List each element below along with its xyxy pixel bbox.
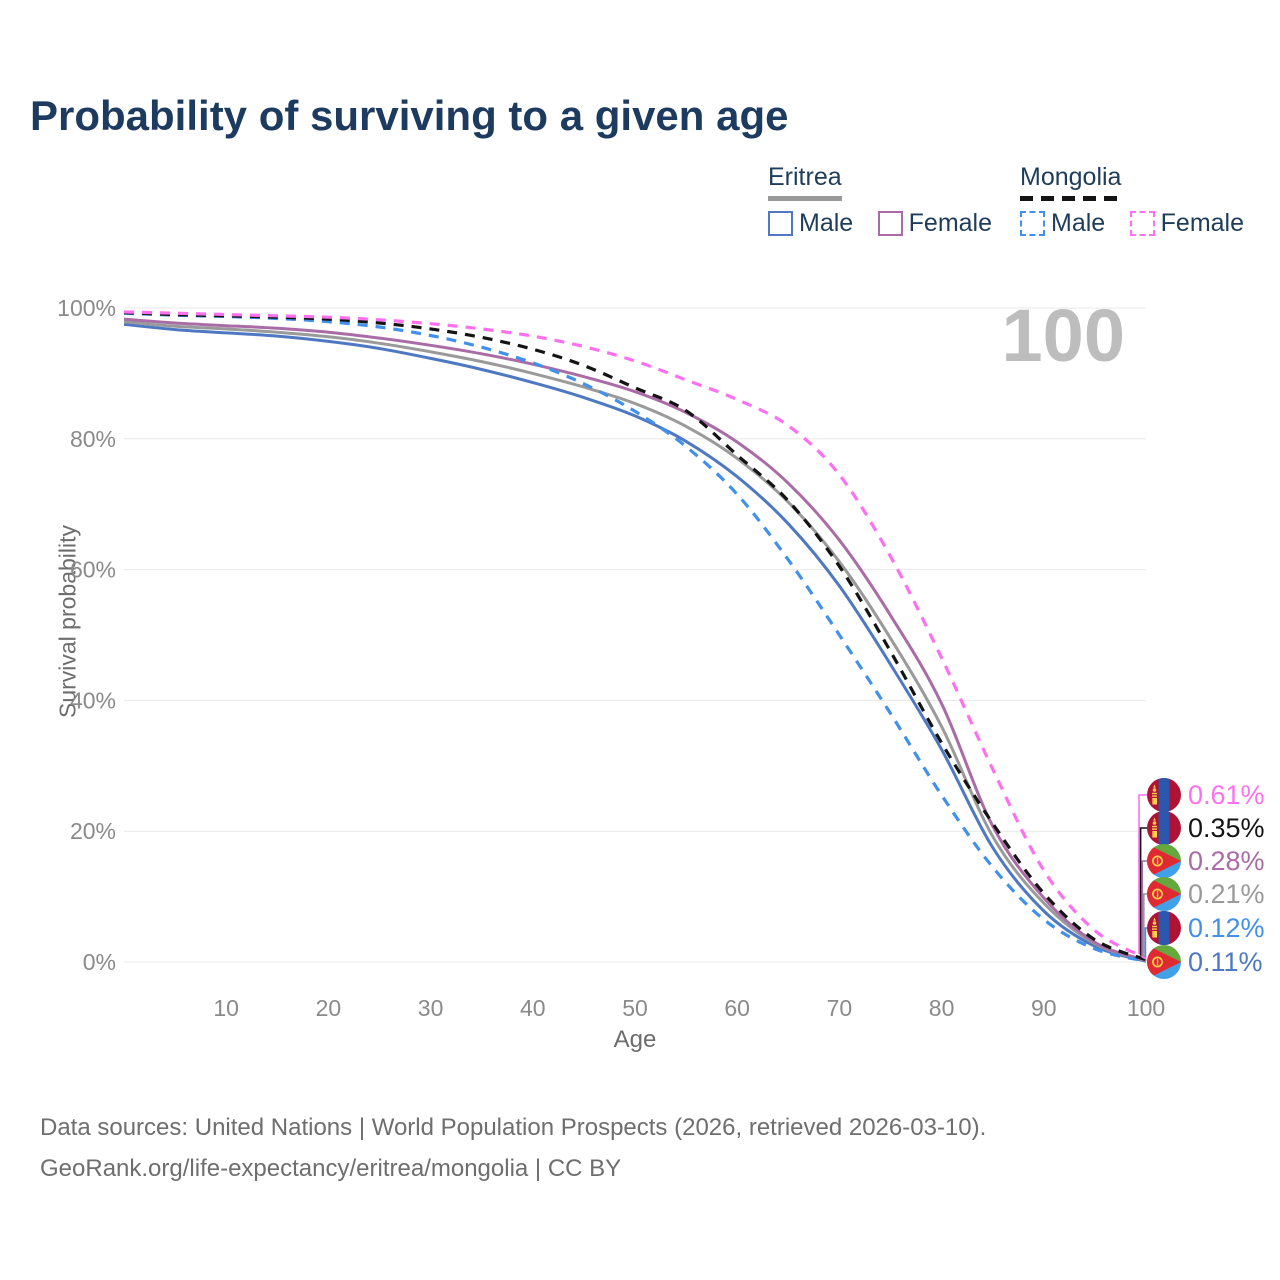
end-label-row-eritrea-both: 0.21% [1147,877,1265,911]
legend-label-mongolia-female: Female [1160,209,1245,237]
end-label-row-eritrea-male: 0.11% [1147,945,1263,979]
footer-data-sources: Data sources: United Nations | World Pop… [40,1114,987,1141]
end-label-value: 0.12% [1188,912,1265,943]
eritrea-flag-icon [1147,844,1181,878]
y-axis-title: Survival probability [54,524,81,719]
x-tick-label: 30 [418,995,444,1021]
footer-link: GeoRank.org/life-expectancy/eritrea/mong… [40,1155,622,1182]
legend-item-mongolia-female[interactable]: Female [1129,209,1245,238]
mongolia-line-sample [1020,196,1122,201]
x-tick-label: 50 [622,995,648,1021]
x-tick-label: 80 [929,995,955,1021]
page-title: Probability of surviving to a given age [30,92,789,139]
end-label-value: 0.21% [1188,878,1265,909]
eritrea-flag-icon [1147,877,1181,911]
age-100-annotation: 100 [1001,294,1125,377]
eritrea-flag-icon [1147,945,1181,979]
end-label-connector [1138,794,1147,955]
end-label-value: 0.11% [1188,946,1263,977]
legend-label-eritrea-male: Male [799,209,854,237]
footer: Data sources: United Nations | World Pop… [40,1107,986,1189]
eritrea-line-sample [768,196,842,201]
y-tick-label: 0% [83,949,116,975]
x-tick-label: 10 [213,995,239,1021]
end-label-value: 0.61% [1188,779,1265,810]
series-line-eritrea-male [123,322,1147,963]
series-line-eritrea-both [123,320,1147,963]
mongolia-flag-icon [1147,811,1181,845]
x-tick-label: 90 [1031,995,1057,1021]
legend-item-eritrea-female[interactable]: Female [877,209,993,238]
end-label-row-mongolia-female: 0.61% [1147,778,1265,812]
y-tick-label: 20% [70,818,116,844]
end-label-value: 0.35% [1188,812,1265,843]
end-label-row-mongolia-male: 0.12% [1147,911,1265,945]
legend-country-eritrea: Eritrea [768,163,842,191]
series-line-mongolia-both [123,310,1147,962]
x-tick-label: 40 [520,995,546,1021]
mongolia-male-swatch[interactable] [1020,211,1045,236]
legend-country-mongolia: Mongolia [1020,163,1122,191]
x-axis-title: Age [613,1026,657,1053]
end-label-row-eritrea-female: 0.28% [1147,844,1265,878]
mongolia-female-swatch[interactable] [1129,211,1155,236]
legend-group-mongolia: Mongolia Male Female [1020,163,1264,241]
end-label-row-mongolia-both: 0.35% [1147,811,1265,845]
end-label-value: 0.28% [1188,845,1265,876]
legend-label-mongolia-male: Male [1051,209,1106,237]
mongolia-flag-icon [1147,778,1181,812]
x-tick-label: 100 [1127,995,1165,1021]
x-tick-label: 60 [724,995,750,1021]
eritrea-male-swatch[interactable] [768,211,793,236]
mongolia-flag-icon [1147,911,1181,945]
series-line-mongolia-female [123,310,1147,960]
series-line-eritrea-female [123,317,1147,962]
legend-label-eritrea-female: Female [908,209,993,237]
legend-group-eritrea: Eritrea Male Female [768,163,1012,241]
y-tick-label: 100% [57,295,116,321]
eritrea-female-swatch[interactable] [877,211,903,236]
y-tick-label: 80% [70,426,116,452]
x-tick-label: 20 [316,995,342,1021]
x-tick-label: 70 [827,995,853,1021]
legend-item-eritrea-male[interactable]: Male [768,209,853,238]
legend-item-mongolia-male[interactable]: Male [1020,209,1105,238]
series-line-mongolia-male [123,311,1147,963]
